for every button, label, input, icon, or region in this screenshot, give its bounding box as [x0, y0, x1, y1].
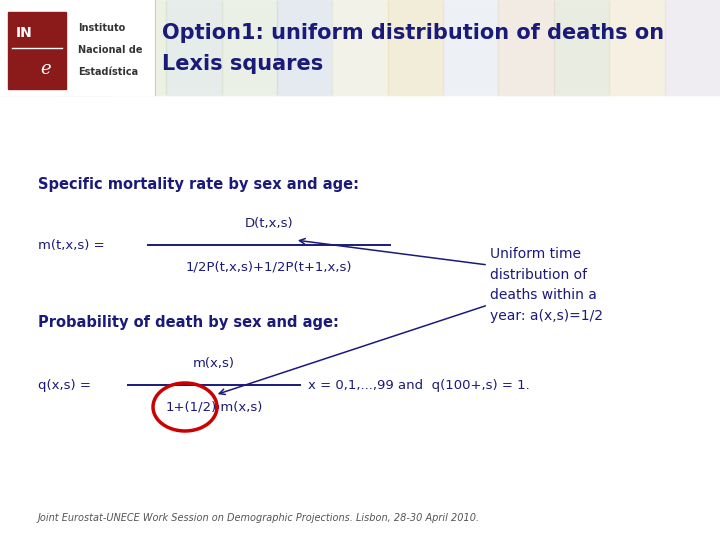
Bar [333, 0, 387, 94]
Bar [8, 11, 66, 89]
Text: D(t,x,s): D(t,x,s) [245, 217, 293, 230]
Bar [665, 0, 720, 94]
Text: 1+(1/2)·m(x,s): 1+(1/2)·m(x,s) [166, 401, 263, 414]
Bar [0, 0, 720, 94]
Text: Nacional de: Nacional de [78, 45, 143, 55]
Bar [166, 0, 222, 94]
Text: Lexis squares: Lexis squares [162, 54, 323, 75]
Text: Uniform time
distribution of
deaths within a
year: a(x,s)=1/2: Uniform time distribution of deaths with… [490, 247, 603, 323]
Bar [609, 0, 665, 94]
Bar [111, 0, 166, 94]
Text: Instituto: Instituto [78, 23, 125, 33]
Bar [277, 0, 333, 94]
Text: 1/2P(t,x,s)+1/2P(t+1,x,s): 1/2P(t,x,s)+1/2P(t+1,x,s) [186, 260, 352, 273]
Text: Probability of death by sex and age:: Probability of death by sex and age: [38, 314, 339, 329]
Text: Option1: uniform distribution of deaths on: Option1: uniform distribution of deaths … [162, 23, 664, 43]
Text: e: e [40, 60, 51, 78]
Bar [0, 0, 55, 94]
Bar [498, 0, 554, 94]
Text: m(x,s): m(x,s) [193, 356, 235, 369]
Text: m(t,x,s) =: m(t,x,s) = [38, 239, 104, 252]
Text: IN: IN [16, 26, 32, 40]
Bar [443, 0, 498, 94]
Bar [55, 0, 111, 94]
Text: q(x,s) =: q(x,s) = [38, 379, 91, 392]
Text: Estadística: Estadística [78, 66, 138, 77]
Text: x = 0,1,...,99 and  q(100+,s) = 1.: x = 0,1,...,99 and q(100+,s) = 1. [308, 379, 530, 392]
Text: Specific mortality rate by sex and age:: Specific mortality rate by sex and age: [38, 178, 359, 192]
Bar [554, 0, 609, 94]
Bar [387, 0, 443, 94]
Text: Joint Eurostat-UNECE Work Session on Demographic Projections. Lisbon, 28-30 Apri: Joint Eurostat-UNECE Work Session on Dem… [38, 513, 480, 523]
Bar [222, 0, 277, 94]
Bar [0, 0, 155, 94]
